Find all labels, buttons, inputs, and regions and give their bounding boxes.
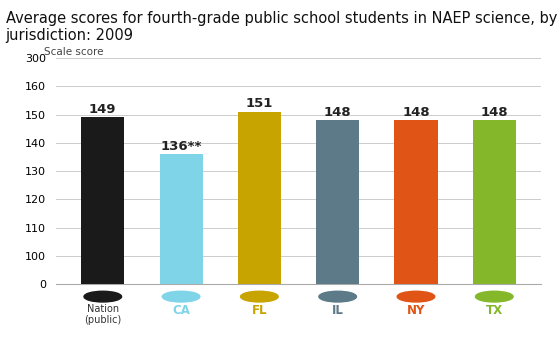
Text: Average scores for fourth-grade public school students in NAEP science, by juris: Average scores for fourth-grade public s… — [6, 11, 557, 43]
Ellipse shape — [162, 291, 200, 302]
Text: CA: CA — [172, 304, 190, 317]
Bar — [160, 154, 203, 284]
Text: FL: FL — [252, 304, 267, 317]
Text: TX: TX — [485, 304, 503, 317]
Text: IL: IL — [332, 304, 344, 317]
Text: NY: NY — [407, 304, 425, 317]
Text: 149: 149 — [89, 103, 117, 116]
Text: 148: 148 — [324, 106, 352, 119]
Ellipse shape — [84, 291, 122, 302]
Ellipse shape — [319, 291, 357, 302]
Ellipse shape — [475, 291, 513, 302]
Ellipse shape — [240, 291, 278, 302]
Text: Nation
(public): Nation (public) — [84, 304, 122, 325]
Text: 136**: 136** — [160, 140, 202, 153]
Bar — [81, 118, 124, 284]
Bar — [473, 120, 516, 284]
Text: Scale score: Scale score — [44, 47, 104, 57]
Ellipse shape — [397, 291, 435, 302]
Text: 151: 151 — [246, 98, 273, 110]
Bar — [395, 120, 437, 284]
Bar — [238, 112, 281, 284]
Bar — [316, 120, 359, 284]
Text: 148: 148 — [402, 106, 430, 119]
Text: 148: 148 — [480, 106, 508, 119]
